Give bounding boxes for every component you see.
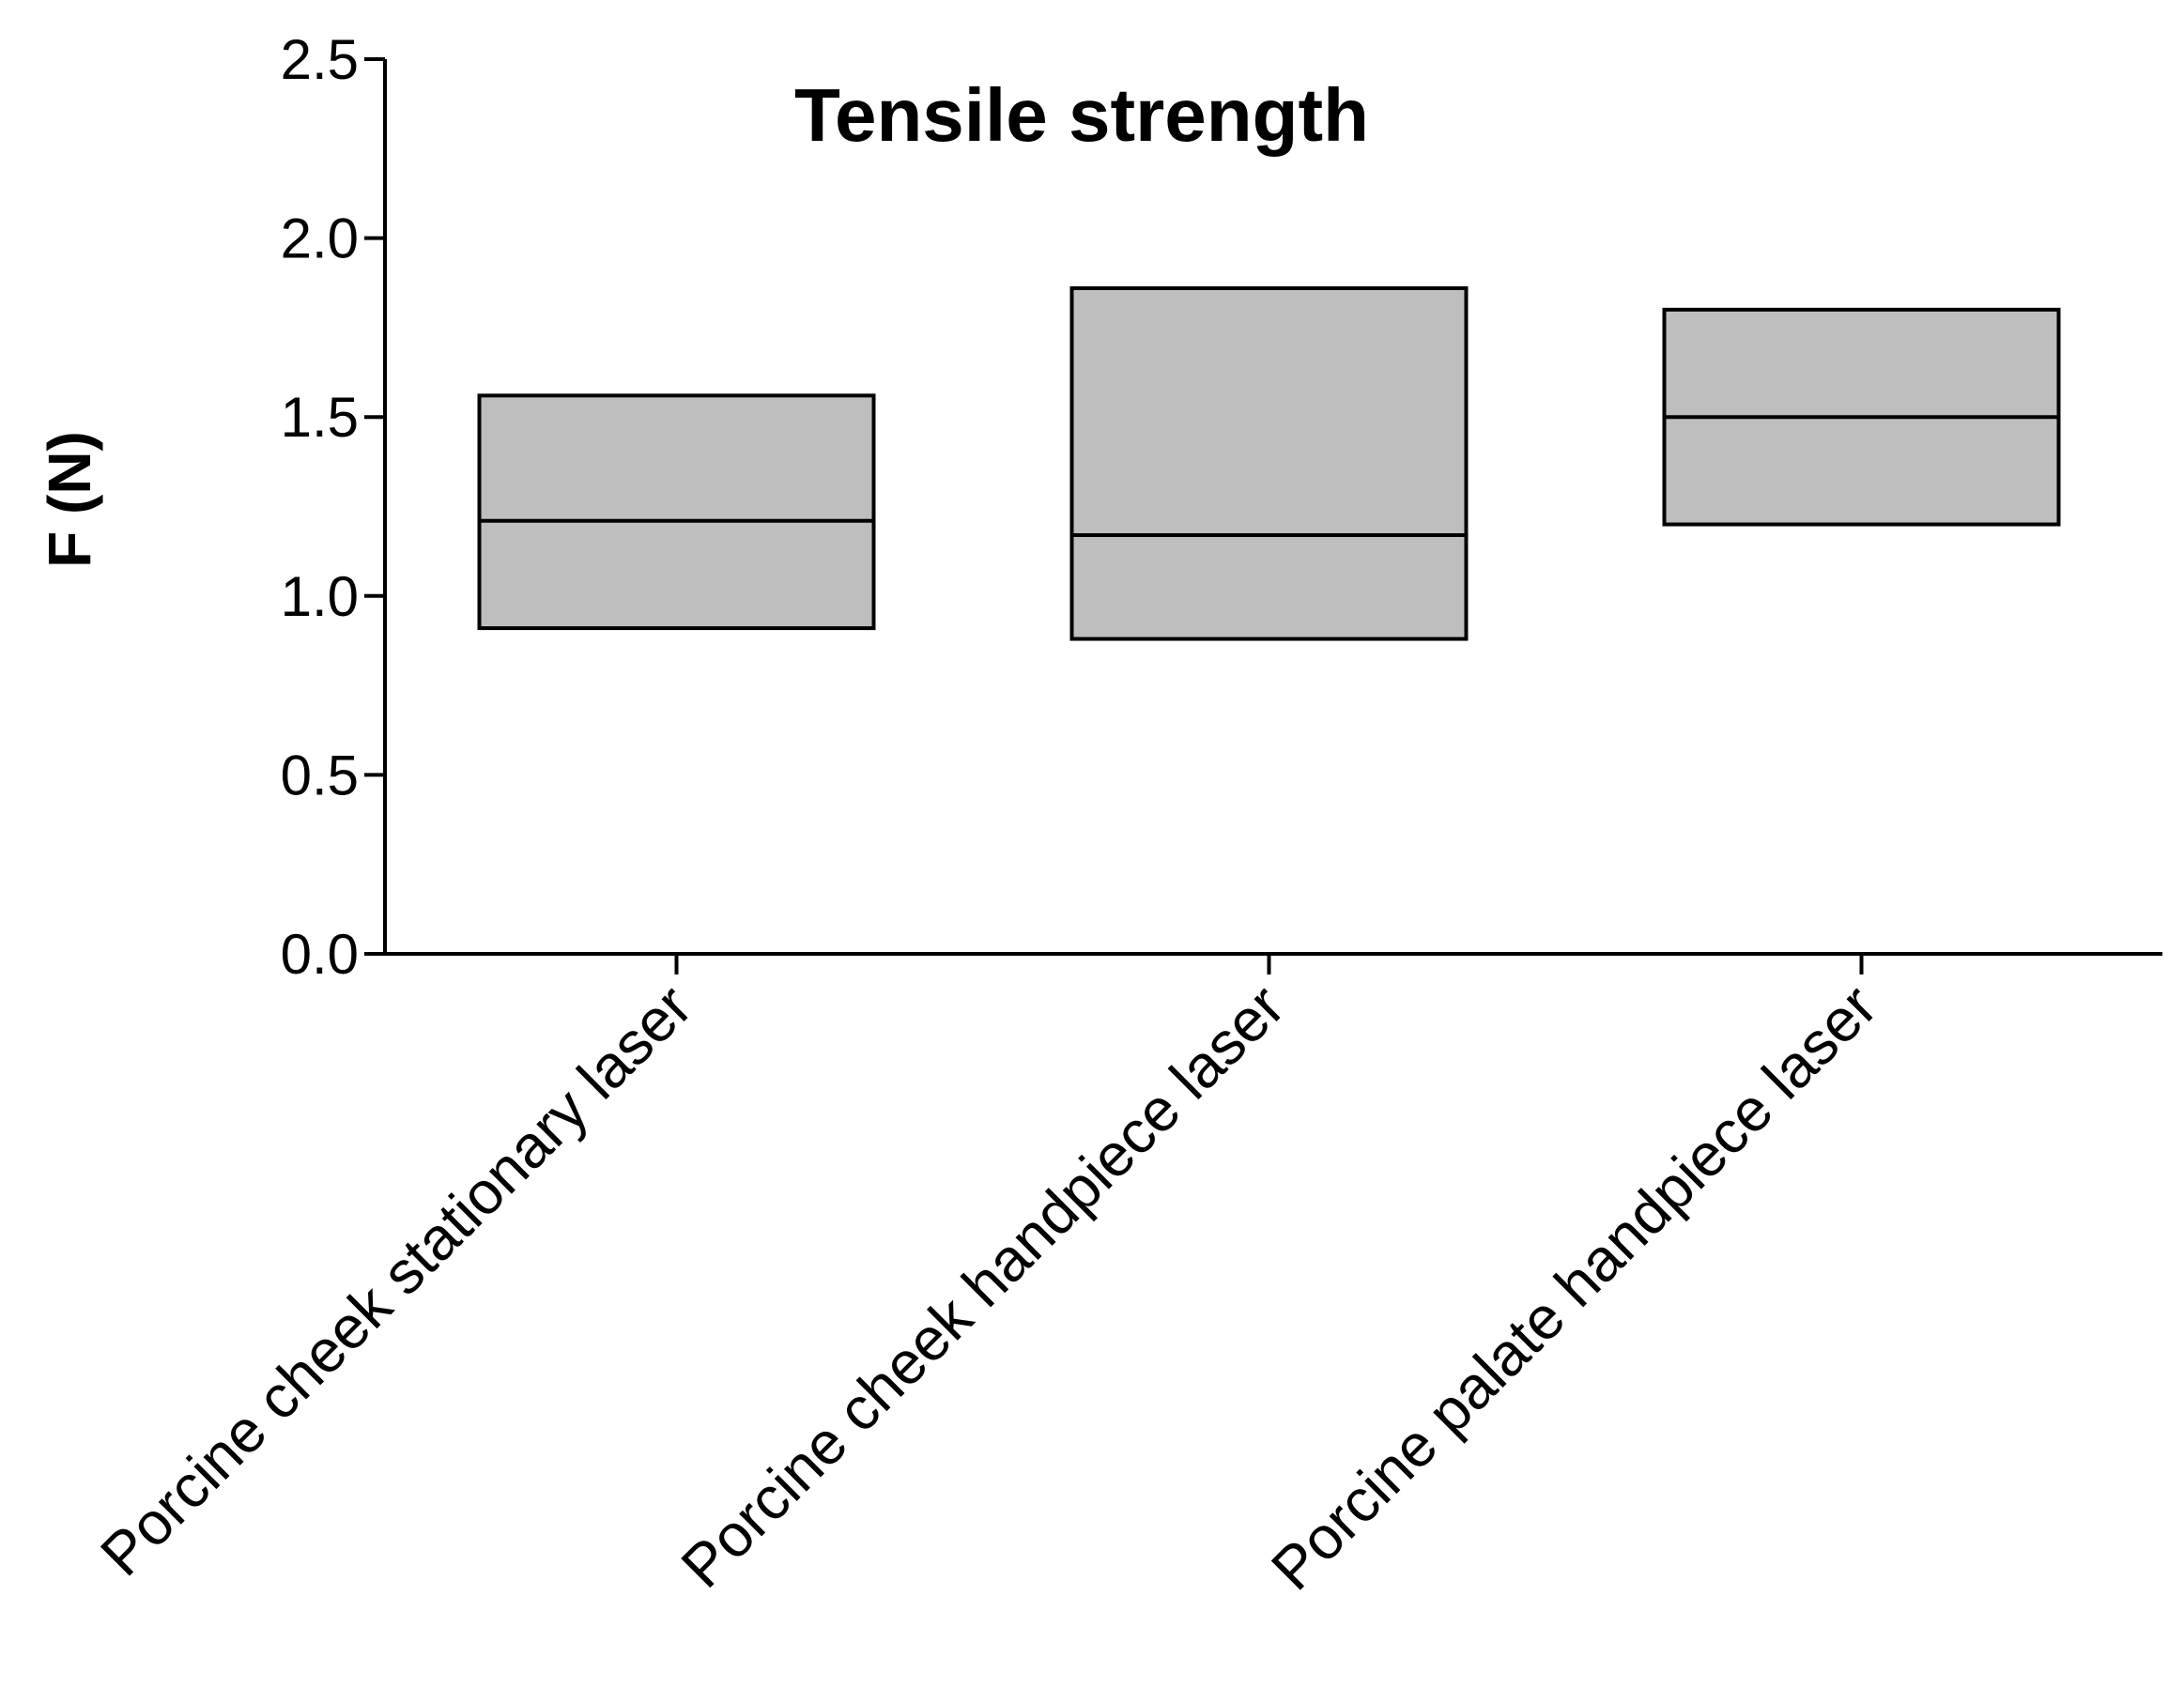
y-tick-label: 1.0 <box>281 565 359 628</box>
y-axis-label: F (N) <box>36 431 103 568</box>
x-tick-label: Porcine cheek stationary laser <box>87 972 704 1588</box>
chart-title: Tensile strength <box>794 73 1369 157</box>
y-tick-label: 0.0 <box>281 923 359 986</box>
y-tick-label: 0.5 <box>281 744 359 806</box>
x-tick-label: Porcine palate handpiece laser <box>1258 972 1889 1603</box>
y-tick-label: 1.5 <box>281 386 359 449</box>
y-tick-label: 2.0 <box>281 207 359 270</box>
y-tick-label: 2.5 <box>281 28 359 91</box>
x-tick-label: Porcine cheek handpiece laser <box>669 972 1298 1601</box>
range-box <box>477 393 876 631</box>
range-box <box>1069 285 1469 641</box>
